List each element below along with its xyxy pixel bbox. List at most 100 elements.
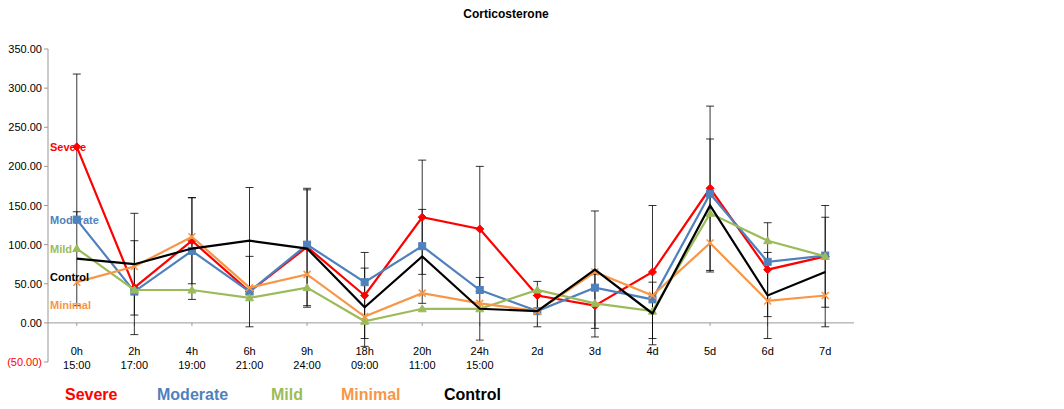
marker bbox=[533, 286, 541, 293]
marker bbox=[649, 268, 657, 276]
marker bbox=[361, 291, 369, 299]
x-tick-label: 18h09:00 bbox=[351, 345, 379, 371]
error-bar-cap bbox=[591, 336, 599, 337]
marker bbox=[419, 243, 426, 250]
x-tick-label-line: 9h bbox=[301, 345, 313, 357]
y-tick-label: 300.00 bbox=[8, 82, 42, 94]
error-bar-cap bbox=[764, 338, 772, 339]
error-bar-cap bbox=[591, 210, 599, 211]
error-bar-cap bbox=[73, 74, 81, 75]
error-bar-cap bbox=[246, 187, 254, 188]
error-bar-cap bbox=[533, 326, 541, 327]
marker bbox=[821, 252, 829, 260]
x-tick-label: 7d bbox=[819, 345, 831, 357]
error-bar-cap bbox=[246, 326, 254, 327]
legend-entry: Minimal bbox=[341, 386, 401, 403]
y-tick bbox=[44, 362, 48, 363]
marker bbox=[764, 258, 771, 265]
marker bbox=[303, 284, 311, 291]
y-tick bbox=[44, 49, 48, 50]
y-tick-label: 50.00 bbox=[14, 278, 42, 290]
error-bar-cap bbox=[649, 205, 657, 206]
marker bbox=[418, 305, 426, 312]
error-bar-cap bbox=[303, 188, 311, 189]
marker bbox=[419, 290, 426, 297]
y-tick bbox=[44, 283, 48, 284]
error-bar-cap bbox=[188, 299, 196, 300]
y-tick bbox=[44, 88, 48, 89]
x-tick bbox=[422, 323, 423, 326]
error-bar-cap bbox=[476, 166, 484, 167]
x-tick-label: 2h 17:00 bbox=[121, 345, 149, 371]
legend-entry: Control bbox=[444, 386, 501, 403]
x-tick-label: 6h21:00 bbox=[236, 345, 264, 371]
marker bbox=[304, 241, 311, 248]
error-bar-cap bbox=[821, 326, 829, 327]
x-tick-label-line: 15:00 bbox=[466, 359, 494, 371]
x-tick-label-line: 11:00 bbox=[409, 359, 436, 371]
x-tick-label: 20h11:00 bbox=[409, 345, 436, 371]
marker bbox=[591, 299, 599, 306]
error-bar-cap bbox=[706, 106, 714, 107]
x-tick-label-line: 2h bbox=[128, 345, 140, 357]
x-tick-label-line: 5d bbox=[704, 345, 716, 357]
x-tick-label-line: 24h bbox=[471, 345, 489, 357]
x-tick-label-line: 7d bbox=[819, 345, 831, 357]
marker bbox=[361, 279, 368, 286]
y-tick-label: 250.00 bbox=[8, 121, 42, 133]
x-tick-label-line: 24:00 bbox=[293, 359, 321, 371]
x-tick-label-line: 4d bbox=[646, 345, 658, 357]
legend-entry: Mild bbox=[271, 386, 303, 403]
series-label: Minimal bbox=[50, 299, 91, 311]
x-tick-label-line: 0h bbox=[71, 345, 83, 357]
x-tick-label-line: 6d bbox=[762, 345, 774, 357]
error-bar-cap bbox=[361, 268, 369, 269]
error-bar-cap bbox=[821, 205, 829, 206]
marker bbox=[649, 292, 656, 299]
marker bbox=[707, 190, 714, 197]
marker bbox=[188, 233, 195, 240]
marker bbox=[822, 292, 829, 299]
error-bar-cap bbox=[418, 303, 426, 304]
error-bar-cap bbox=[130, 334, 138, 335]
marker bbox=[418, 213, 426, 221]
error-bar-cap bbox=[476, 340, 484, 341]
marker bbox=[73, 245, 81, 252]
legend-entry: Severe bbox=[65, 386, 118, 403]
x-tick-label: 0h 15:00 bbox=[63, 345, 91, 371]
x-tick-label-line: 2d bbox=[531, 345, 543, 357]
marker bbox=[130, 286, 138, 293]
x-tick-label: 5d bbox=[704, 345, 716, 357]
series-line bbox=[77, 213, 825, 321]
y-tick-label: (50.00) bbox=[7, 356, 42, 368]
error-bar-cap bbox=[303, 189, 311, 190]
error-bar-cap bbox=[764, 252, 772, 253]
marker bbox=[246, 294, 254, 301]
marker bbox=[476, 225, 484, 233]
error-bar-cap bbox=[188, 197, 196, 198]
x-tick-label-line: 15:00 bbox=[63, 359, 91, 371]
marker bbox=[707, 240, 714, 247]
error-bar-cap bbox=[361, 346, 369, 347]
marker bbox=[764, 266, 772, 274]
error-bar-cap bbox=[188, 197, 196, 198]
legend-entry: Moderate bbox=[157, 386, 228, 403]
marker bbox=[246, 284, 253, 291]
marker bbox=[361, 313, 368, 320]
error-bar-cap bbox=[418, 160, 426, 161]
y-tick bbox=[44, 322, 48, 323]
y-tick-label: 200.00 bbox=[8, 160, 42, 172]
error-bar-cap bbox=[130, 315, 138, 316]
marker bbox=[764, 297, 771, 304]
series-label: Mild bbox=[50, 243, 72, 255]
x-axis bbox=[48, 322, 854, 323]
error-bar-cap bbox=[73, 211, 81, 212]
error-bar-cap bbox=[649, 344, 657, 345]
x-tick-label-line: 17:00 bbox=[121, 359, 149, 371]
x-tick-label-line: 19:00 bbox=[178, 359, 206, 371]
x-tick-label: 4d bbox=[646, 345, 658, 357]
y-tick bbox=[44, 244, 48, 245]
series-label: Moderate bbox=[50, 214, 99, 226]
error-bar bbox=[476, 166, 484, 291]
y-tick-label: 0.00 bbox=[21, 317, 42, 329]
